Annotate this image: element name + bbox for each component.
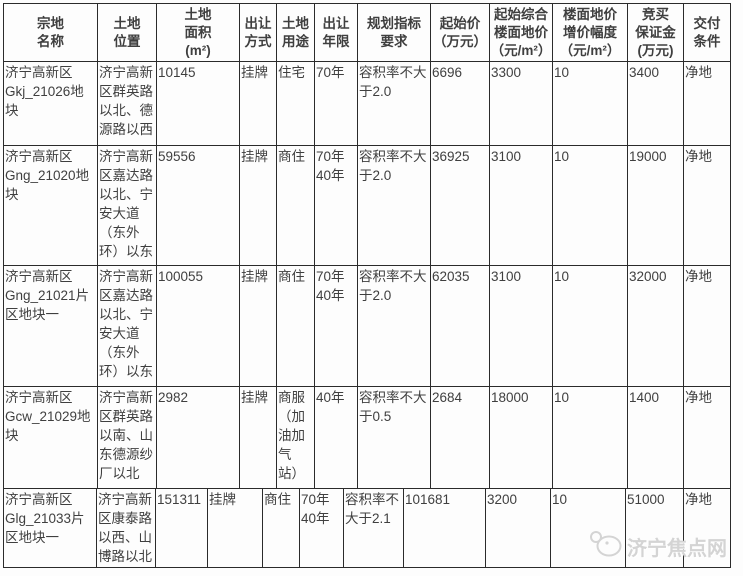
table-cell: 2684: [430, 386, 490, 489]
table-cell: 70年 40年: [299, 488, 344, 568]
table-cell: 151311: [155, 488, 208, 568]
table-cell: 挂牌: [239, 145, 277, 266]
table-cell: 济宁高新区 Gcw_21029地 块: [3, 386, 98, 489]
table-cell: 18000: [489, 386, 553, 489]
table-cell: 3100: [489, 145, 553, 266]
table-row: 济宁高新区 Gng_21020地 块济宁高新 区嘉达路 以北、宁 安大道 （东外…: [3, 145, 731, 266]
table-cell: 3200: [485, 488, 551, 568]
table-cell: 商住: [262, 488, 300, 568]
table-cell: 挂牌: [239, 61, 277, 146]
table-cell: 70年 40年: [314, 265, 358, 387]
table-cell: 济宁高新 区嘉达路 以北、宁 安大道 （东外 环）以东: [97, 265, 157, 387]
table-cell: 济宁高新区 Glg_21033片 区地块一: [3, 488, 97, 568]
table-cell: 101681: [403, 488, 486, 568]
table-row: 济宁高新区 Gcw_21029地 块济宁高新 区群英路 以南、山 东德源纱 厂以…: [3, 386, 731, 489]
table-row: 济宁高新区 Gkj_21026地 块济宁高新 区群英路 以北、德 源路以西 101…: [3, 61, 731, 146]
column-header: 宗地 名称: [3, 3, 98, 62]
table-cell: 容积率不大 于2.0: [357, 145, 431, 266]
table-cell: 容积率不大 于2.0: [357, 61, 431, 146]
table-cell: 36925: [430, 145, 490, 266]
table-cell: 住宅: [276, 61, 315, 146]
table-cell: 济宁高新 区康泰路 以西、山 博路以北: [96, 488, 156, 568]
table-cell: 10: [552, 61, 628, 146]
table-cell: 济宁高新区 Gng_21021片 区地块一: [3, 265, 98, 387]
land-parcel-table: 宗地 名称 土地 位置 土地 面积 (m²) 出让 方式 土地 用途 出让 年限 规划指标 …: [3, 3, 731, 489]
table-cell: 6696: [430, 61, 490, 146]
table-cell: 3300: [489, 61, 553, 146]
table-cell: 商住: [276, 145, 315, 266]
table-cell: 净地: [683, 386, 731, 489]
table-cell: 10: [552, 265, 628, 387]
column-header: 起始综合 楼面地价 （元/m²）: [489, 3, 553, 62]
table-cell: 3400: [627, 61, 684, 146]
table-cell: 济宁高新 区群英路 以南、山 东德源纱 厂以北: [97, 386, 157, 489]
table-cell: 挂牌: [239, 265, 277, 387]
table-row: 济宁高新区 Glg_21033片 区地块一 济宁高新 区康泰路 以西、山 博路以北…: [3, 488, 731, 568]
column-header: 规划指标 要求: [357, 3, 431, 62]
table-cell: 2982: [156, 386, 240, 489]
table-cell: 10145: [156, 61, 240, 146]
table-cell: 净地: [683, 145, 731, 266]
column-header: 土地 面积 (m²): [156, 3, 240, 62]
table-cell: 10: [552, 145, 628, 266]
column-header: 楼面地价 增价幅度 （元/m²）: [552, 3, 628, 62]
table-cell: 62035: [430, 265, 490, 387]
table-cell: 70年: [314, 61, 358, 146]
table-cell: 净地: [683, 265, 731, 387]
table-cell: 1400: [627, 386, 684, 489]
column-header: 竞买 保证金 (万元): [627, 3, 684, 62]
table-cell: 70年 40年: [314, 145, 358, 266]
table-cell: 32000: [627, 265, 684, 387]
table-cell: 商住: [276, 265, 315, 387]
column-header: 土地 用途: [276, 3, 315, 62]
column-header: 土地 位置: [97, 3, 157, 62]
table-cell: 100055: [156, 265, 240, 387]
table-cell: 40年: [314, 386, 358, 489]
table-header-row: 宗地 名称 土地 位置 土地 面积 (m²) 出让 方式 土地 用途 出让 年限 规划指标 …: [3, 3, 731, 62]
table-cell: 容积率不 大于2.1: [343, 488, 404, 568]
table-cell: 挂牌: [207, 488, 263, 568]
table-cell: 51000: [625, 488, 684, 568]
table-cell: 容积率不大 于0.5: [357, 386, 431, 489]
table-cell: 济宁高新 区嘉达路 以北、宁 安大道 （东外 环）以东: [97, 145, 157, 266]
table-cell: 10: [552, 386, 628, 489]
table-cell: 商服 （加 油加 气 站）: [276, 386, 315, 489]
table-cell: 济宁高新区 Gng_21020地 块: [3, 145, 98, 266]
table-cell: 59556: [156, 145, 240, 266]
table-cell: 济宁高新区 Gkj_21026地 块: [3, 61, 98, 146]
column-header: 交付 条件: [683, 3, 731, 62]
table-cell: 净地: [683, 61, 731, 146]
table-cell: 净地: [683, 488, 731, 568]
table-row: 济宁高新区 Gng_21021片 区地块一 济宁高新 区嘉达路 以北、宁 安大道 …: [3, 265, 731, 387]
table-cell: 3100: [489, 265, 553, 387]
table-cell: 10: [550, 488, 626, 568]
column-header: 起始价 （万元）: [430, 3, 490, 62]
land-parcel-table-continued: 济宁高新区 Glg_21033片 区地块一 济宁高新 区康泰路 以西、山 博路以北…: [3, 488, 731, 568]
land-parcel-table-area: 宗地 名称 土地 位置 土地 面积 (m²) 出让 方式 土地 用途 出让 年限 规划指标 …: [3, 3, 731, 568]
table-cell: 挂牌: [239, 386, 277, 489]
table-cell: 19000: [627, 145, 684, 266]
column-header: 出让 方式: [239, 3, 277, 62]
table-cell: 容积率不大 于2.0: [357, 265, 431, 387]
column-header: 出让 年限: [314, 3, 358, 62]
table-cell: 济宁高新 区群英路 以北、德 源路以西: [97, 61, 157, 146]
